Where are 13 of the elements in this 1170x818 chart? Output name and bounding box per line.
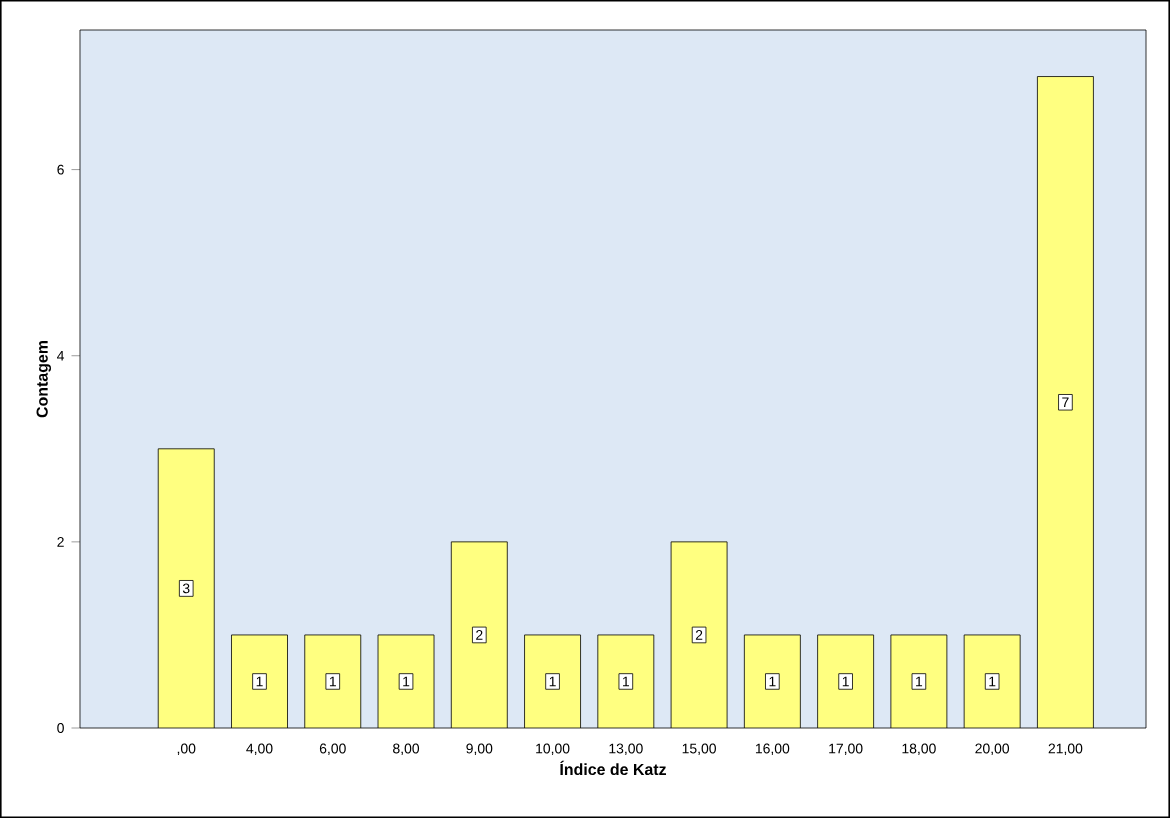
- bar: [597, 634, 654, 728]
- bar: [817, 634, 874, 728]
- bar: [1037, 76, 1094, 728]
- bar: [744, 634, 801, 728]
- bar: [304, 634, 361, 728]
- bar: [890, 634, 947, 728]
- bar: [671, 541, 728, 728]
- bar: [524, 634, 581, 728]
- bar: [378, 634, 435, 728]
- bar: [158, 448, 215, 728]
- bar: [451, 541, 508, 728]
- bar: [231, 634, 288, 728]
- bar: [964, 634, 1021, 728]
